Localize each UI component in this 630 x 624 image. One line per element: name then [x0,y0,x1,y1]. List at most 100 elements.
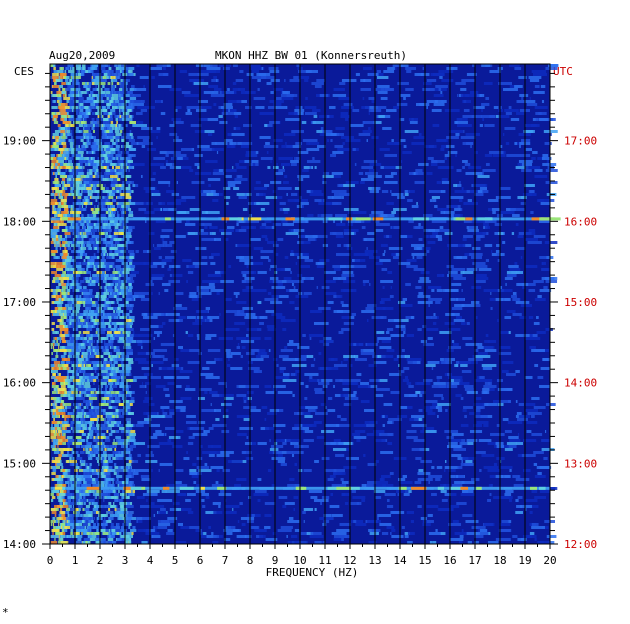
spectral-energy-cell [103,73,111,76]
spectral-energy-cell [66,280,70,283]
spectral-energy-cell [67,85,72,88]
spectral-energy-cell [327,367,339,370]
spectral-energy-cell [280,163,290,166]
spectral-energy-cell [310,190,322,193]
spectral-energy-cell [105,328,111,331]
spectral-energy-cell [115,118,118,121]
spectral-energy-cell [67,244,70,247]
spectral-energy-cell [393,106,400,109]
spectral-energy-cell [528,289,536,292]
spectral-energy-cell [234,115,239,118]
spectral-energy-cell [506,154,521,157]
spectral-energy-cell [104,196,109,199]
spectral-energy-cell [203,64,213,67]
spectral-energy-cell [108,178,114,181]
spectral-energy-cell [482,118,485,121]
spectral-energy-cell [107,115,113,118]
spectral-energy-cell [66,319,69,322]
spectral-energy-cell [70,340,74,343]
spectral-energy-cell [170,250,177,253]
spectral-energy-cell [340,301,344,304]
spectral-energy-cell [264,124,268,127]
spectral-energy-cell [494,223,502,226]
spectral-energy-cell [397,196,405,199]
spectral-energy-cell [297,151,309,154]
spectral-energy-cell [287,199,300,202]
spectral-energy-cell [80,232,83,235]
spectral-energy-cell [285,232,299,235]
spectral-energy-cell [389,295,394,298]
spectral-energy-cell [98,91,105,94]
spectral-energy-cell [219,91,234,94]
spectral-energy-cell [96,250,101,253]
spectral-energy-cell [166,190,175,193]
spectral-energy-cell [322,181,327,184]
spectral-energy-cell [52,238,56,241]
spectral-energy-cell [360,79,372,82]
spectral-energy-cell [92,112,95,115]
spectral-energy-cell [76,307,80,310]
spectral-energy-cell [70,304,73,307]
spectral-energy-cell [391,139,394,142]
spectral-energy-cell [91,136,96,139]
spectral-energy-cell [417,295,431,298]
spectral-energy-cell [312,157,315,160]
spectral-energy-cell [312,109,321,112]
spectral-energy-cell [76,241,84,244]
spectral-energy-cell [481,115,496,118]
spectral-energy-cell [395,253,400,256]
spectral-energy-cell [305,385,309,388]
spectral-energy-cell [461,304,476,307]
spectral-energy-cell [304,112,317,115]
spectral-energy-cell [156,64,167,67]
spectral-energy-cell [352,109,360,112]
spectral-energy-cell [285,118,300,121]
spectral-energy-cell [111,94,119,97]
spectral-energy-cell [72,91,79,94]
spectral-energy-cell [539,385,550,388]
spectral-energy-cell [86,97,94,100]
spectral-energy-cell [455,154,457,157]
spectral-energy-cell [236,223,239,226]
spectral-energy-cell [126,280,132,283]
spectral-energy-cell [450,205,458,208]
spectral-energy-cell [294,199,309,202]
spectral-energy-cell [212,172,225,175]
spectral-energy-cell [111,142,115,145]
spectral-energy-cell [273,385,286,388]
spectral-energy-cell [386,235,390,238]
spectral-energy-cell [381,298,391,301]
spectral-energy-cell [64,331,70,334]
spectral-energy-cell [474,304,481,307]
spectral-energy-cell [73,145,80,148]
spectral-energy-cell [62,334,70,337]
spectral-energy-cell [312,235,328,238]
spectral-energy-cell [128,166,133,169]
spectral-energy-cell [115,154,122,157]
spectral-energy-cell [79,376,87,379]
spectral-energy-cell [107,376,109,379]
spectral-energy-cell [58,337,64,340]
spectral-energy-cell [383,70,395,73]
spectral-energy-cell [53,121,59,124]
spectral-energy-cell [127,295,132,298]
spectral-energy-cell [358,133,371,136]
spectral-energy-cell [102,286,104,289]
spectral-energy-cell [75,337,80,340]
spectral-energy-cell [109,151,116,154]
spectral-energy-cell [68,70,75,73]
spectral-energy-cell [70,268,76,271]
spectral-energy-cell [162,241,168,244]
spectral-energy-cell [175,304,182,307]
spectral-energy-cell [318,382,330,385]
spectral-energy-cell [158,181,171,184]
spectral-energy-cell [196,289,210,292]
spectral-energy-cell [117,64,123,67]
spectral-energy-cell [447,151,458,154]
spectral-energy-cell [224,175,232,178]
spectral-energy-cell [50,262,56,265]
spectral-energy-cell [206,67,221,70]
spectral-energy-cell [113,382,115,385]
spectral-energy-cell [188,265,195,268]
spectral-energy-cell [237,88,246,91]
